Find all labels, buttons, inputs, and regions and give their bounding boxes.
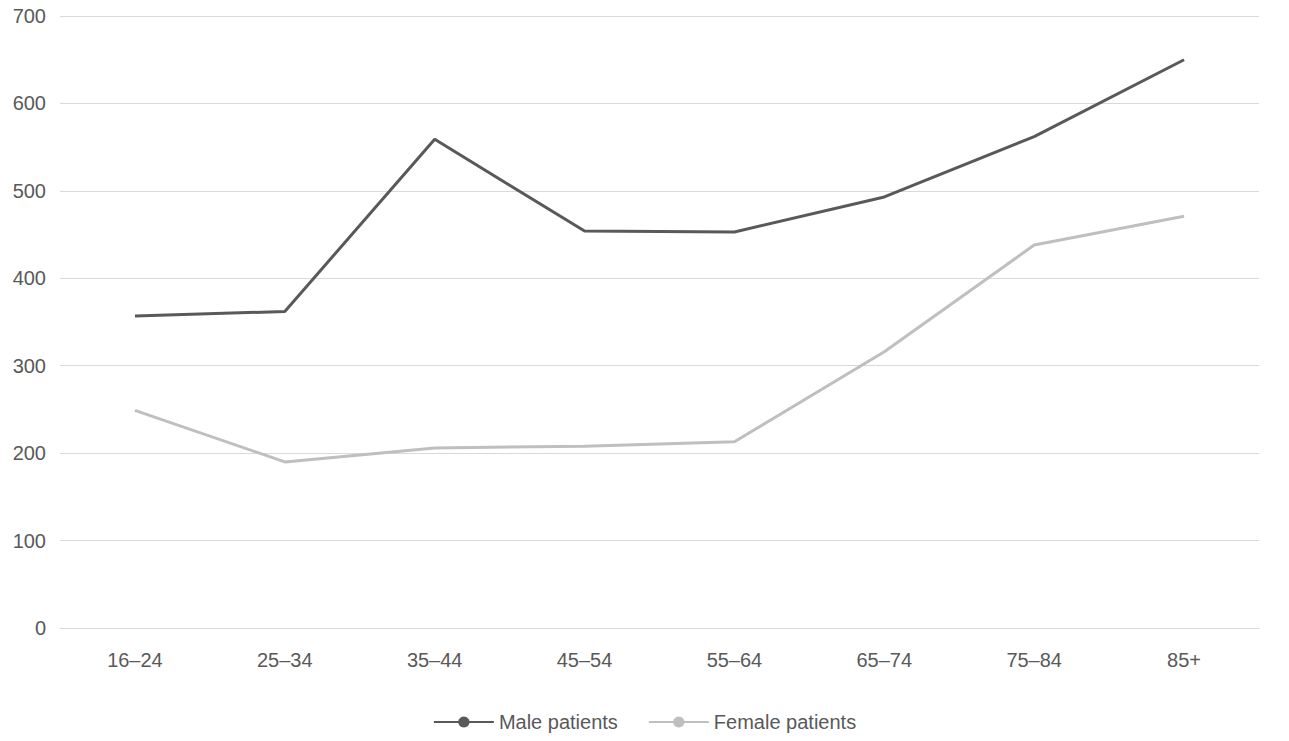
svg-text:25–34: 25–34 bbox=[257, 649, 313, 671]
svg-text:Female patients: Female patients bbox=[714, 711, 856, 733]
svg-text:35–44: 35–44 bbox=[407, 649, 463, 671]
svg-text:85+: 85+ bbox=[1167, 649, 1201, 671]
svg-text:55–64: 55–64 bbox=[707, 649, 763, 671]
svg-text:100: 100 bbox=[13, 530, 46, 552]
svg-text:200: 200 bbox=[13, 442, 46, 464]
svg-text:400: 400 bbox=[13, 267, 46, 289]
svg-text:0: 0 bbox=[35, 617, 46, 639]
svg-text:65–74: 65–74 bbox=[857, 649, 913, 671]
svg-text:45–54: 45–54 bbox=[557, 649, 613, 671]
svg-text:300: 300 bbox=[13, 355, 46, 377]
svg-text:Male patients: Male patients bbox=[499, 711, 618, 733]
svg-text:75–84: 75–84 bbox=[1006, 649, 1062, 671]
svg-text:700: 700 bbox=[13, 5, 46, 27]
svg-text:16–24: 16–24 bbox=[107, 649, 163, 671]
svg-text:500: 500 bbox=[13, 180, 46, 202]
svg-text:600: 600 bbox=[13, 92, 46, 114]
